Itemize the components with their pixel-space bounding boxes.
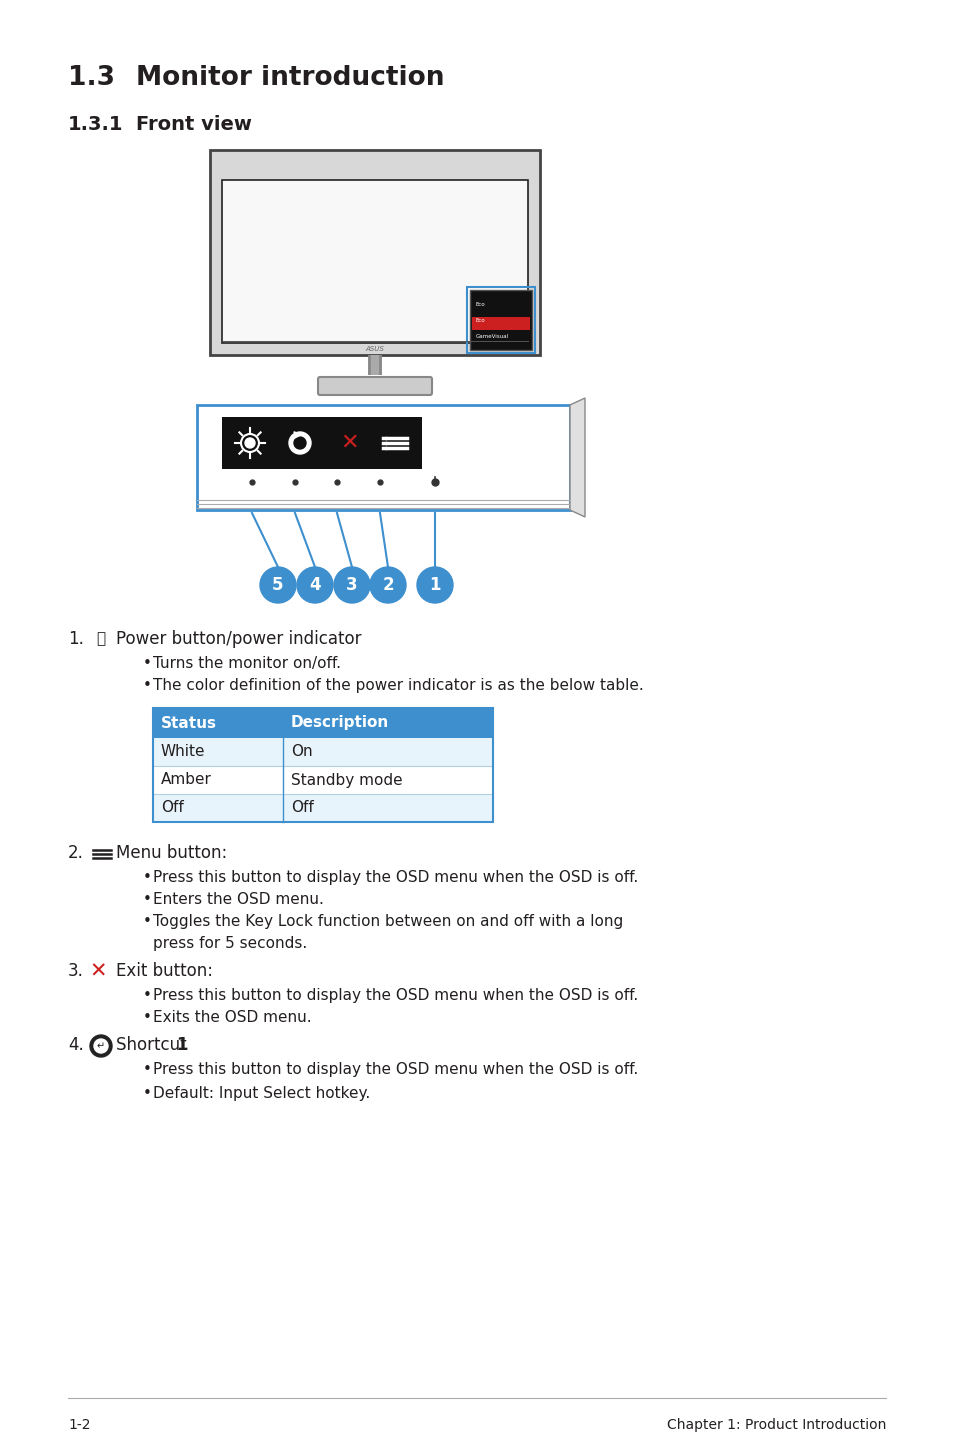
Text: 5: 5 xyxy=(272,577,283,594)
Text: •: • xyxy=(143,988,152,1002)
Bar xyxy=(152,707,493,738)
Text: Power button/power indicator: Power button/power indicator xyxy=(116,630,361,649)
Text: •: • xyxy=(143,892,152,907)
Circle shape xyxy=(416,567,453,603)
Circle shape xyxy=(289,431,311,454)
Text: The color definition of the power indicator is as the below table.: The color definition of the power indica… xyxy=(152,677,643,693)
Text: Standby mode: Standby mode xyxy=(291,772,402,788)
Bar xyxy=(152,794,493,823)
Circle shape xyxy=(239,431,261,454)
Text: •: • xyxy=(143,656,152,672)
Bar xyxy=(472,316,530,329)
Bar xyxy=(222,180,527,344)
Bar xyxy=(210,150,539,355)
Text: ✕: ✕ xyxy=(340,433,359,453)
Bar xyxy=(152,707,493,823)
Text: 3: 3 xyxy=(346,577,357,594)
Text: •: • xyxy=(143,870,152,884)
Text: 1.3.1: 1.3.1 xyxy=(68,115,123,134)
Text: •: • xyxy=(143,1063,152,1077)
FancyBboxPatch shape xyxy=(317,377,432,395)
Circle shape xyxy=(296,567,333,603)
Circle shape xyxy=(245,439,254,449)
Text: Amber: Amber xyxy=(161,772,212,788)
Text: 1: 1 xyxy=(429,577,440,594)
Text: Menu button:: Menu button: xyxy=(116,844,227,861)
Bar xyxy=(222,417,421,469)
Text: 2.: 2. xyxy=(68,844,84,861)
Circle shape xyxy=(334,567,370,603)
Text: Exits the OSD menu.: Exits the OSD menu. xyxy=(152,1009,312,1025)
Text: •: • xyxy=(143,677,152,693)
Text: Default: Input Select hotkey.: Default: Input Select hotkey. xyxy=(152,1086,370,1102)
Circle shape xyxy=(370,567,406,603)
Text: GameVisual: GameVisual xyxy=(476,334,509,339)
Text: Eco: Eco xyxy=(476,302,485,306)
Bar xyxy=(470,290,532,349)
Text: ASUS: ASUS xyxy=(365,347,384,352)
Circle shape xyxy=(94,1040,108,1053)
Text: ⏻: ⏻ xyxy=(96,631,105,646)
Text: Off: Off xyxy=(161,801,184,815)
Text: Toggles the Key Lock function between on and off with a long: Toggles the Key Lock function between on… xyxy=(152,915,622,929)
Text: Status: Status xyxy=(161,716,216,731)
Text: Enters the OSD menu.: Enters the OSD menu. xyxy=(152,892,323,907)
Text: 4: 4 xyxy=(309,577,320,594)
Circle shape xyxy=(90,1035,112,1057)
Text: ✕: ✕ xyxy=(90,962,107,982)
Circle shape xyxy=(294,437,306,449)
Text: press for 5 seconds.: press for 5 seconds. xyxy=(152,936,307,951)
Text: •: • xyxy=(143,1086,152,1102)
Text: Press this button to display the OSD menu when the OSD is off.: Press this button to display the OSD men… xyxy=(152,870,638,884)
Text: White: White xyxy=(161,745,205,759)
Bar xyxy=(196,406,569,510)
Text: 1.: 1. xyxy=(68,630,84,649)
Text: Description: Description xyxy=(291,716,389,731)
Text: •: • xyxy=(143,1009,152,1025)
Polygon shape xyxy=(569,398,584,518)
Bar xyxy=(152,766,493,794)
Text: Eco: Eco xyxy=(476,318,485,324)
Text: On: On xyxy=(291,745,313,759)
Text: Off: Off xyxy=(291,801,314,815)
Text: 2: 2 xyxy=(382,577,394,594)
Text: Shortcut: Shortcut xyxy=(116,1035,192,1054)
Text: Press this button to display the OSD menu when the OSD is off.: Press this button to display the OSD men… xyxy=(152,988,638,1002)
Text: ↵: ↵ xyxy=(97,1041,105,1051)
Text: 1-2: 1-2 xyxy=(68,1418,91,1432)
Text: Monitor introduction: Monitor introduction xyxy=(136,65,444,91)
Text: Front view: Front view xyxy=(136,115,252,134)
Text: Turns the monitor on/off.: Turns the monitor on/off. xyxy=(152,656,340,672)
Text: 3.: 3. xyxy=(68,962,84,981)
Text: 4.: 4. xyxy=(68,1035,84,1054)
Circle shape xyxy=(260,567,295,603)
Text: Chapter 1: Product Introduction: Chapter 1: Product Introduction xyxy=(666,1418,885,1432)
Text: •: • xyxy=(143,915,152,929)
Text: Exit button:: Exit button: xyxy=(116,962,213,981)
Text: Press this button to display the OSD menu when the OSD is off.: Press this button to display the OSD men… xyxy=(152,1063,638,1077)
Bar xyxy=(467,288,535,352)
Bar xyxy=(152,738,493,766)
Text: 1: 1 xyxy=(175,1035,188,1054)
Text: 1.3: 1.3 xyxy=(68,65,115,91)
